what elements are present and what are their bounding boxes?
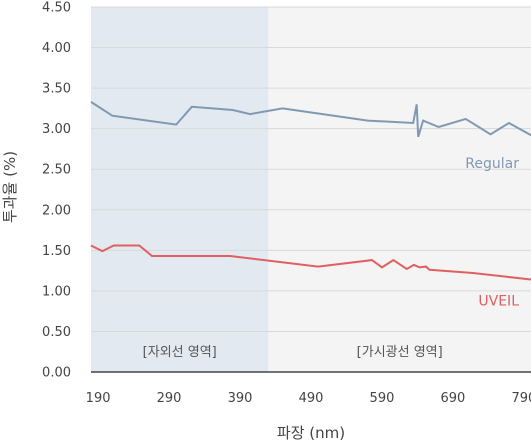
y-tick-label-4: 2.00 [42,203,71,218]
x-tick-label-4: 590 [370,391,395,406]
region-label-1: [가시광선 영역] [357,345,443,360]
x-tick-label-2: 390 [228,391,253,406]
x-tick-label-1: 290 [157,391,182,406]
regions-layer [91,7,531,372]
y-tick-label-9: 4.50 [42,1,71,16]
y-ticks-layer: 0.00 0.50 1.00 1.50 2.00 2.50 3.00 3.50 4.00 4.50 [42,1,71,381]
series-label-regular: Regular [465,156,519,172]
series-line-regular [90,101,531,138]
labels-layer: [자외선 영역] [가시광선 영역] Regular UVEIL [143,156,520,360]
series-label-uveil: UVEIL [478,294,519,310]
region-label-0: [자외선 영역] [143,345,217,360]
x-tick-label-5: 690 [441,391,466,406]
y-tick-label-1: 0.50 [42,325,71,340]
y-tick-label-0: 0.00 [42,366,71,381]
x-axis-title: 파장 (nm) [277,424,345,442]
series-line-uveil [90,244,531,281]
y-tick-label-6: 3.00 [42,122,71,137]
y-tick-label-7: 3.50 [42,82,71,97]
x-tick-label-0: 190 [86,391,111,406]
y-tick-label-5: 2.50 [42,163,71,178]
series-layer [90,101,531,281]
y-tick-label-3: 1.50 [42,244,71,259]
x-ticks-layer: 190 290 390 490 590 690 790 [86,391,531,406]
x-tick-label-6: 790 [511,391,531,406]
y-axis-title: 투과율 (%) [1,151,19,223]
region-band-0 [91,7,269,372]
region-band-1 [268,7,531,372]
y-tick-label-2: 1.00 [42,284,71,299]
grid-layer [91,6,531,373]
x-tick-label-3: 490 [299,391,324,406]
y-tick-label-8: 4.00 [42,41,71,56]
